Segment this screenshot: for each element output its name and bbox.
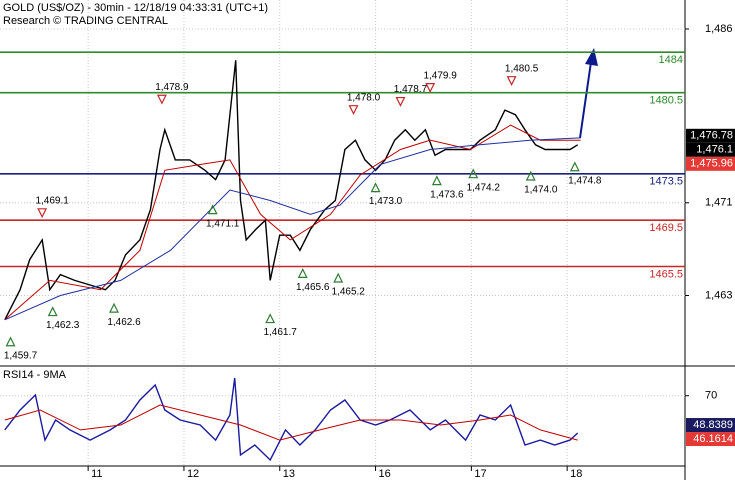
annotation-marker <box>348 105 359 116</box>
series-line <box>4 404 578 441</box>
annotation-marker <box>333 272 344 283</box>
annotation-marker <box>525 170 536 181</box>
annotation-label: 1,461.7 <box>263 327 297 338</box>
annotation-marker <box>425 83 436 93</box>
annotation-label: 1,462.3 <box>46 320 80 331</box>
annotation-label: 1,462.6 <box>107 317 141 328</box>
price-box <box>686 156 735 171</box>
annotation-marker <box>569 161 580 172</box>
annotation-label: 1,465.6 <box>296 282 330 293</box>
annotation-label: 1,474.0 <box>524 185 558 196</box>
level-label: 1469.5 <box>649 222 683 234</box>
annotation-marker <box>468 168 479 179</box>
annotation-marker <box>297 268 308 278</box>
annotation-label: 1,474.8 <box>568 175 602 186</box>
price-box-label: 1,475.96 <box>690 158 733 170</box>
level-label: 1465.5 <box>649 268 683 280</box>
annotation-label: 1,478.0 <box>347 92 381 103</box>
annotation-marker <box>207 204 218 215</box>
price-box-label: 1,476.78 <box>690 130 733 142</box>
annotation-marker <box>506 76 517 87</box>
annotation-marker <box>47 306 58 317</box>
price-box <box>686 432 735 447</box>
annotation-marker <box>109 302 119 313</box>
annotation-marker <box>431 175 442 186</box>
price-box <box>686 418 735 433</box>
annotation-label: 1,459.7 <box>4 350 38 361</box>
annotation-label: 1,473.6 <box>430 189 464 200</box>
y-tick-label: 70 <box>705 390 717 402</box>
forecast-arrow <box>579 61 592 139</box>
x-tick-label: 12 <box>187 468 199 480</box>
chart-subtitle: Research © TRADING CENTRAL <box>3 15 168 27</box>
level-label: 1484 <box>659 54 683 66</box>
series-line <box>4 137 581 321</box>
x-tick-label: 17 <box>474 468 486 480</box>
annotation-label: 1,479.9 <box>423 70 457 81</box>
series-line <box>4 124 581 321</box>
series-line <box>4 60 579 321</box>
x-tick-label: 16 <box>379 468 391 480</box>
annotation-label: 1,478.9 <box>155 82 189 93</box>
rsi-title: RSI14 - 9MA <box>3 369 67 381</box>
x-tick-label: 13 <box>283 468 295 480</box>
chart-title: GOLD (US$/OZ) - 30min - 12/18/19 04:33:3… <box>3 2 268 14</box>
price-box <box>686 142 735 157</box>
level-label: 1473.5 <box>649 176 683 188</box>
y-tick-label: 1,486 <box>705 23 733 35</box>
price-box-label: 1,476.1 <box>696 144 733 156</box>
x-tick-label: 11 <box>91 468 102 480</box>
annotation-label: 1,473.0 <box>369 196 403 207</box>
annotation-marker <box>37 208 48 219</box>
annotation-label: 1,480.5 <box>505 63 539 74</box>
annotation-label: 1,469.1 <box>35 195 69 206</box>
y-tick-label: 1,463 <box>705 289 733 301</box>
x-tick-label: 18 <box>570 468 582 480</box>
annotation-marker <box>156 94 167 105</box>
annotation-label: 1,465.2 <box>332 287 366 298</box>
annotation-marker <box>265 313 276 324</box>
annotation-marker <box>5 336 16 347</box>
price-box <box>686 128 735 143</box>
annotation-label: 1,474.2 <box>467 182 501 193</box>
y-tick-label: 1,471 <box>705 197 733 209</box>
series-line <box>4 377 579 462</box>
price-box-label: 46.1614 <box>693 433 733 445</box>
price-box-label: 48.8389 <box>693 419 733 431</box>
annotation-label: 1,478.7 <box>394 84 428 95</box>
annotation-label: 1,471.1 <box>206 218 240 229</box>
annotation-marker <box>370 182 381 193</box>
annotation-marker <box>395 96 406 107</box>
level-label: 1480.5 <box>649 95 683 107</box>
